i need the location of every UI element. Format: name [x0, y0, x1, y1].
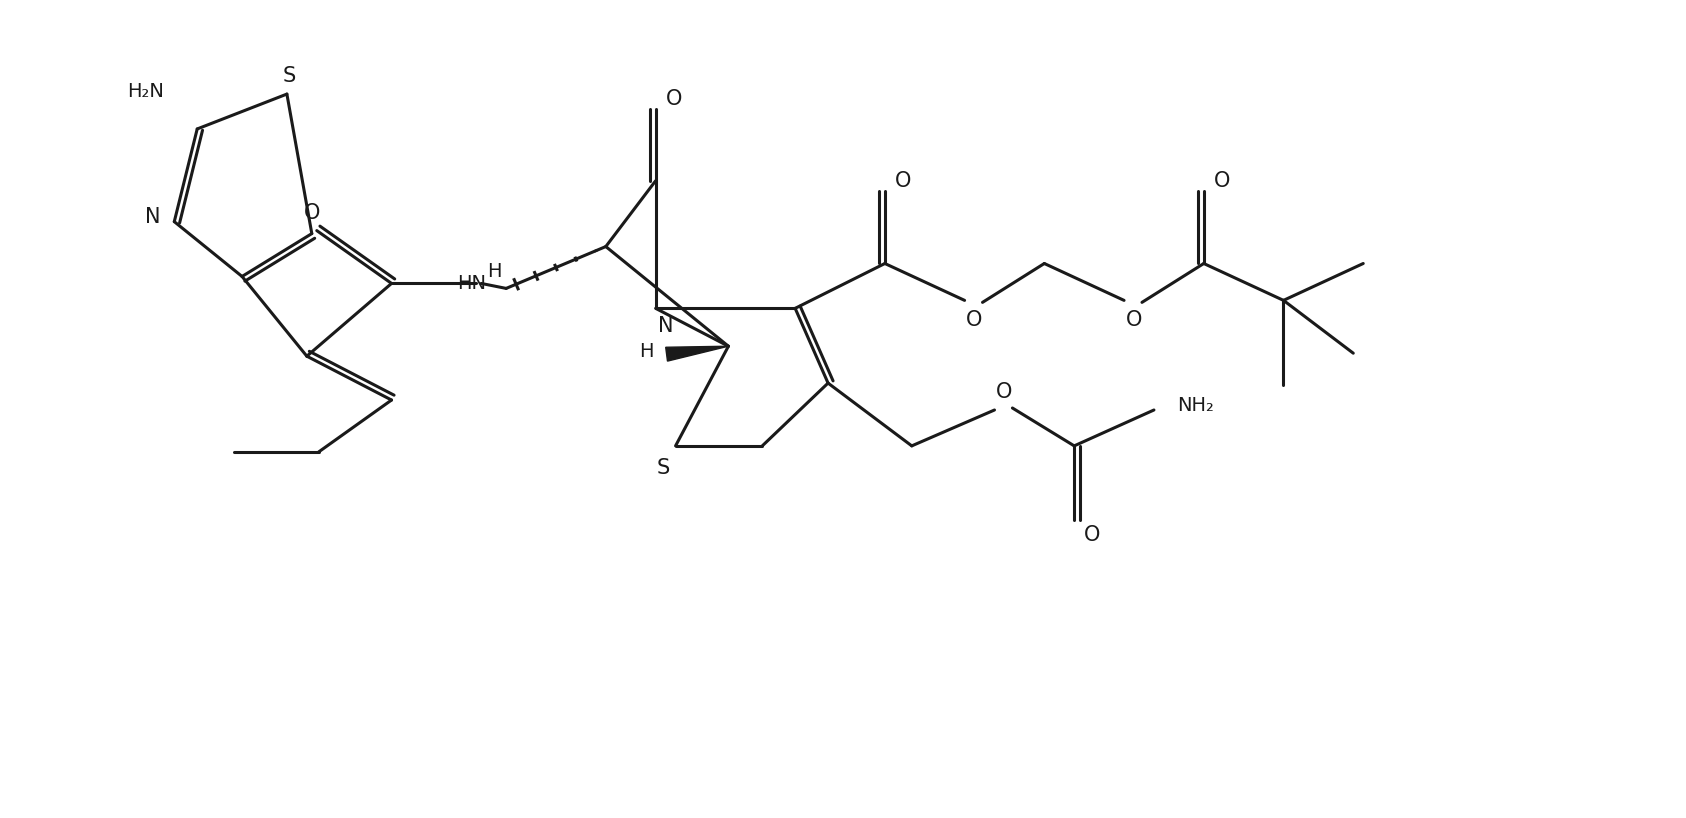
- Text: S: S: [282, 66, 295, 86]
- Text: H: H: [639, 342, 654, 361]
- Polygon shape: [666, 346, 728, 361]
- Text: N: N: [658, 317, 673, 336]
- Text: O: O: [666, 89, 681, 109]
- Text: O: O: [895, 171, 910, 191]
- Text: O: O: [966, 310, 983, 330]
- Text: S: S: [658, 458, 671, 478]
- Text: NH₂: NH₂: [1177, 396, 1214, 415]
- Text: O: O: [1214, 171, 1229, 191]
- Text: H: H: [487, 262, 501, 281]
- Text: O: O: [996, 382, 1013, 402]
- Text: O: O: [1126, 310, 1141, 330]
- Text: H₂N: H₂N: [126, 82, 164, 101]
- Text: O: O: [303, 203, 320, 222]
- Text: O: O: [1084, 524, 1101, 545]
- Text: N: N: [145, 207, 160, 227]
- Text: HN: HN: [457, 274, 486, 293]
